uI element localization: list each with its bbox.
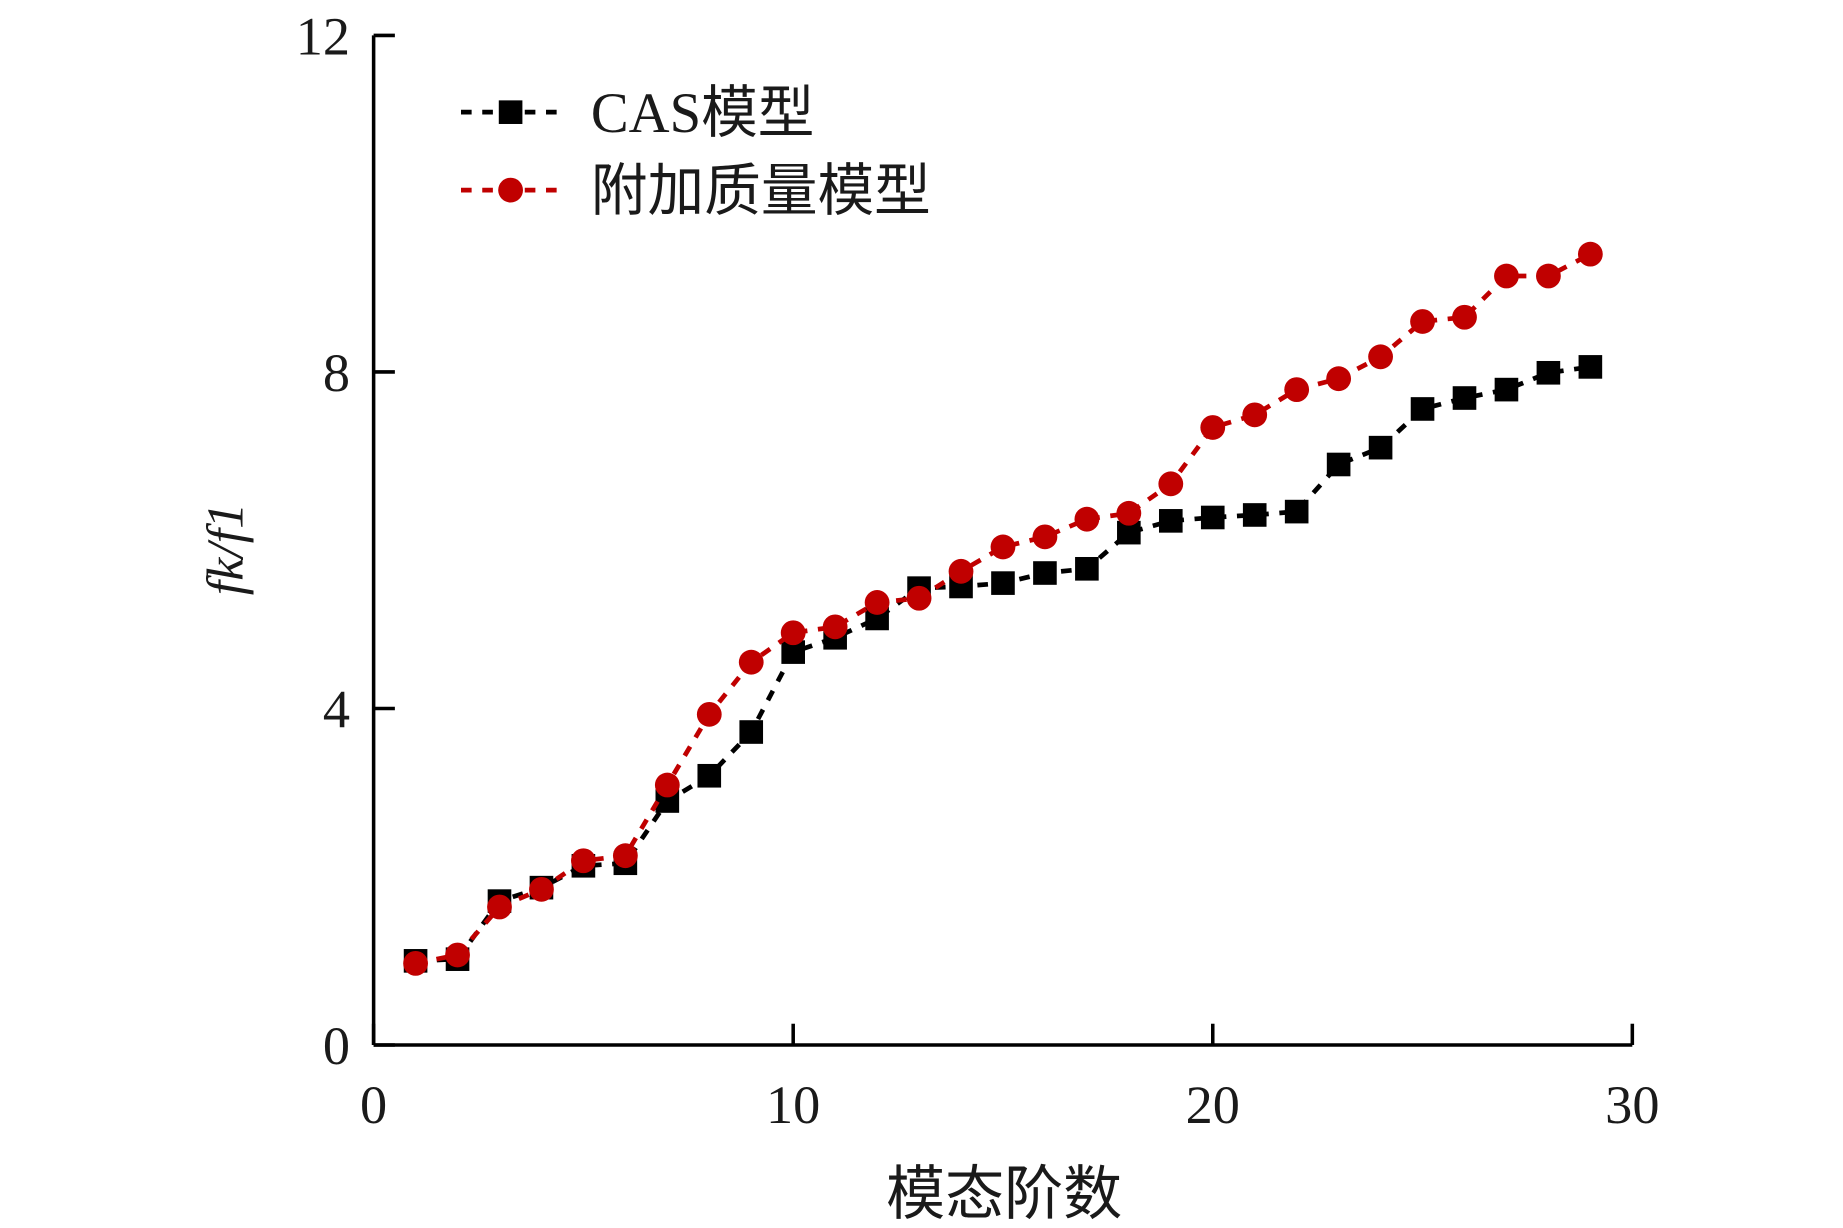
data-point: [1074, 506, 1100, 532]
data-point: [1577, 241, 1603, 267]
data-point: [403, 950, 428, 976]
data-point: [529, 876, 554, 902]
y-tick-label: 4: [323, 679, 350, 739]
data-point: [1116, 500, 1142, 526]
data-point: [697, 763, 722, 788]
data-point: [445, 942, 470, 968]
data-point: [1326, 366, 1352, 392]
series-group: [403, 241, 1603, 976]
data-point: [654, 772, 680, 798]
data-point: [1410, 309, 1435, 334]
data-point: [906, 585, 932, 611]
data-point: [864, 590, 890, 615]
legend-label: CAS模型: [591, 83, 815, 145]
data-point: [1242, 402, 1268, 428]
data-point: [1075, 556, 1099, 581]
x-tick-label: 0: [360, 1075, 387, 1135]
legend-label: 附加质量模型: [591, 161, 931, 223]
data-point: [991, 571, 1015, 595]
data-point: [1117, 520, 1141, 545]
x-tick-label: 30: [1605, 1075, 1659, 1135]
legend-marker: [498, 177, 523, 203]
data-point: [1158, 509, 1183, 533]
data-point: [1578, 355, 1603, 379]
x-axis-label: 模态阶数: [886, 1161, 1122, 1227]
series-cas: [403, 355, 1603, 973]
data-point: [1368, 344, 1393, 370]
data-point: [739, 720, 764, 744]
series-line: [415, 252, 1592, 966]
data-point: [1200, 415, 1226, 440]
data-point: [1410, 397, 1435, 421]
x-tick-label: 10: [766, 1075, 820, 1135]
data-point: [487, 894, 512, 920]
data-point: [1032, 524, 1058, 550]
data-point: [781, 640, 805, 664]
data-point: [1368, 435, 1393, 460]
x-tick-label: 20: [1186, 1075, 1240, 1135]
data-point: [990, 534, 1016, 560]
data-point: [738, 649, 764, 675]
data-point: [1158, 471, 1184, 497]
data-point: [1452, 386, 1477, 410]
data-point: [1284, 499, 1309, 524]
data-point: [1494, 377, 1519, 402]
data-point: [1033, 561, 1057, 585]
y-tick-label: 12: [296, 6, 350, 66]
legend-marker: [498, 100, 523, 124]
axes: 0 10 20 30 0 4 8 12: [296, 6, 1660, 1135]
y-tick-label: 8: [323, 343, 350, 403]
data-point: [696, 701, 722, 727]
data-point: [1536, 360, 1561, 385]
data-point: [822, 614, 848, 640]
data-point: [612, 843, 638, 869]
data-point: [1326, 452, 1351, 477]
data-point: [780, 620, 806, 646]
data-point: [1284, 377, 1310, 403]
y-axis-label: fk/f1: [198, 503, 255, 595]
y-tick-label: 0: [323, 1016, 350, 1076]
data-point: [1452, 304, 1477, 330]
data-point: [1536, 263, 1561, 289]
data-point: [1200, 505, 1225, 530]
series-added-mass: [403, 241, 1603, 976]
data-point: [1494, 263, 1519, 289]
data-point: [948, 558, 974, 584]
data-point: [1242, 503, 1267, 527]
data-point: [571, 848, 596, 874]
